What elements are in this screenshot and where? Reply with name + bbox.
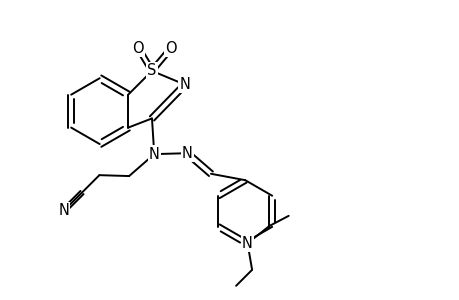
Text: N: N [149,147,159,162]
Text: O: O [165,40,177,56]
Text: N: N [179,77,190,92]
Text: N: N [58,203,69,218]
Text: N: N [241,236,252,251]
Text: N: N [181,146,192,161]
Text: O: O [132,40,144,56]
Text: S: S [147,63,157,78]
